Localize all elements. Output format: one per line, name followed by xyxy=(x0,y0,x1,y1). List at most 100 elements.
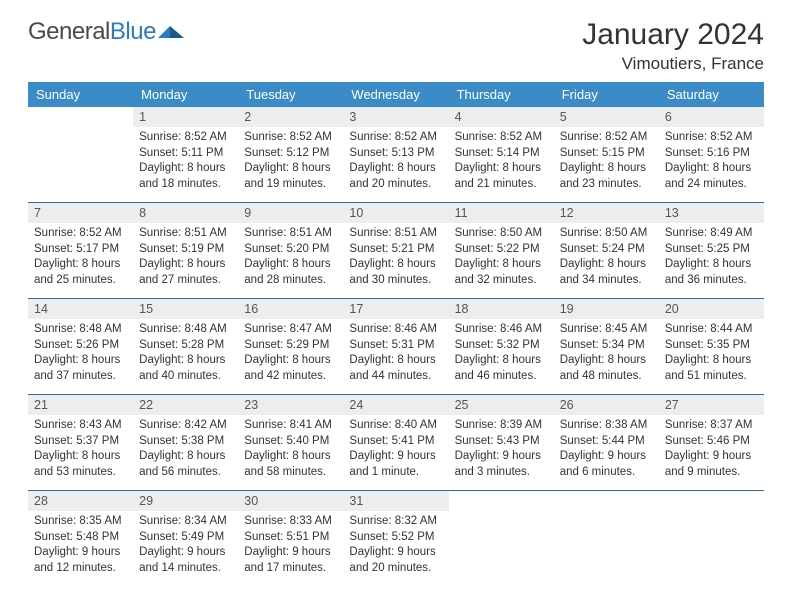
day-number: 3 xyxy=(343,107,448,127)
calendar-cell: 27Sunrise: 8:37 AMSunset: 5:46 PMDayligh… xyxy=(659,395,764,491)
location: Vimoutiers, France xyxy=(582,54,764,74)
day-number: 25 xyxy=(449,395,554,415)
day-body: Sunrise: 8:43 AMSunset: 5:37 PMDaylight:… xyxy=(28,415,133,490)
day-number: 16 xyxy=(238,299,343,319)
day-body: Sunrise: 8:37 AMSunset: 5:46 PMDaylight:… xyxy=(659,415,764,490)
dayname-header: Monday xyxy=(133,82,238,107)
calendar-cell: 25Sunrise: 8:39 AMSunset: 5:43 PMDayligh… xyxy=(449,395,554,491)
calendar-cell: 10Sunrise: 8:51 AMSunset: 5:21 PMDayligh… xyxy=(343,203,448,299)
calendar-cell: 28Sunrise: 8:35 AMSunset: 5:48 PMDayligh… xyxy=(28,491,133,587)
day-number: 1 xyxy=(133,107,238,127)
day-body: Sunrise: 8:32 AMSunset: 5:52 PMDaylight:… xyxy=(343,511,448,586)
day-body: Sunrise: 8:52 AMSunset: 5:11 PMDaylight:… xyxy=(133,127,238,202)
day-number: 2 xyxy=(238,107,343,127)
day-body: Sunrise: 8:39 AMSunset: 5:43 PMDaylight:… xyxy=(449,415,554,490)
day-number: 13 xyxy=(659,203,764,223)
day-number: 28 xyxy=(28,491,133,511)
day-body: Sunrise: 8:47 AMSunset: 5:29 PMDaylight:… xyxy=(238,319,343,394)
day-body: Sunrise: 8:50 AMSunset: 5:22 PMDaylight:… xyxy=(449,223,554,298)
day-number: 11 xyxy=(449,203,554,223)
day-number: 22 xyxy=(133,395,238,415)
day-number: 5 xyxy=(554,107,659,127)
dayname-header: Wednesday xyxy=(343,82,448,107)
day-body: Sunrise: 8:44 AMSunset: 5:35 PMDaylight:… xyxy=(659,319,764,394)
day-number: 26 xyxy=(554,395,659,415)
day-body: Sunrise: 8:46 AMSunset: 5:31 PMDaylight:… xyxy=(343,319,448,394)
calendar-cell: 19Sunrise: 8:45 AMSunset: 5:34 PMDayligh… xyxy=(554,299,659,395)
day-number: 15 xyxy=(133,299,238,319)
calendar-cell xyxy=(554,491,659,587)
calendar-cell: 9Sunrise: 8:51 AMSunset: 5:20 PMDaylight… xyxy=(238,203,343,299)
calendar-cell: 26Sunrise: 8:38 AMSunset: 5:44 PMDayligh… xyxy=(554,395,659,491)
day-number: 14 xyxy=(28,299,133,319)
calendar-cell xyxy=(28,107,133,203)
day-body: Sunrise: 8:52 AMSunset: 5:15 PMDaylight:… xyxy=(554,127,659,202)
dayname-header: Saturday xyxy=(659,82,764,107)
calendar-cell xyxy=(659,491,764,587)
day-number: 24 xyxy=(343,395,448,415)
calendar-cell: 6Sunrise: 8:52 AMSunset: 5:16 PMDaylight… xyxy=(659,107,764,203)
day-body: Sunrise: 8:52 AMSunset: 5:13 PMDaylight:… xyxy=(343,127,448,202)
calendar-cell: 15Sunrise: 8:48 AMSunset: 5:28 PMDayligh… xyxy=(133,299,238,395)
day-body: Sunrise: 8:50 AMSunset: 5:24 PMDaylight:… xyxy=(554,223,659,298)
day-number: 21 xyxy=(28,395,133,415)
calendar-cell: 11Sunrise: 8:50 AMSunset: 5:22 PMDayligh… xyxy=(449,203,554,299)
day-body: Sunrise: 8:48 AMSunset: 5:28 PMDaylight:… xyxy=(133,319,238,394)
day-number: 19 xyxy=(554,299,659,319)
day-body: Sunrise: 8:46 AMSunset: 5:32 PMDaylight:… xyxy=(449,319,554,394)
day-number: 12 xyxy=(554,203,659,223)
calendar-cell: 16Sunrise: 8:47 AMSunset: 5:29 PMDayligh… xyxy=(238,299,343,395)
day-number: 20 xyxy=(659,299,764,319)
calendar-cell: 12Sunrise: 8:50 AMSunset: 5:24 PMDayligh… xyxy=(554,203,659,299)
day-body: Sunrise: 8:52 AMSunset: 5:17 PMDaylight:… xyxy=(28,223,133,298)
day-number: 10 xyxy=(343,203,448,223)
calendar-cell: 5Sunrise: 8:52 AMSunset: 5:15 PMDaylight… xyxy=(554,107,659,203)
day-body: Sunrise: 8:51 AMSunset: 5:20 PMDaylight:… xyxy=(238,223,343,298)
calendar-cell: 14Sunrise: 8:48 AMSunset: 5:26 PMDayligh… xyxy=(28,299,133,395)
logo: GeneralBlue xyxy=(28,18,184,46)
day-body: Sunrise: 8:35 AMSunset: 5:48 PMDaylight:… xyxy=(28,511,133,586)
day-body: Sunrise: 8:52 AMSunset: 5:14 PMDaylight:… xyxy=(449,127,554,202)
dayname-header: Sunday xyxy=(28,82,133,107)
calendar-cell: 4Sunrise: 8:52 AMSunset: 5:14 PMDaylight… xyxy=(449,107,554,203)
logo-mark-icon xyxy=(158,22,184,42)
dayname-header: Tuesday xyxy=(238,82,343,107)
calendar-cell: 29Sunrise: 8:34 AMSunset: 5:49 PMDayligh… xyxy=(133,491,238,587)
day-body: Sunrise: 8:33 AMSunset: 5:51 PMDaylight:… xyxy=(238,511,343,586)
calendar-cell: 8Sunrise: 8:51 AMSunset: 5:19 PMDaylight… xyxy=(133,203,238,299)
calendar-cell: 23Sunrise: 8:41 AMSunset: 5:40 PMDayligh… xyxy=(238,395,343,491)
calendar-cell: 24Sunrise: 8:40 AMSunset: 5:41 PMDayligh… xyxy=(343,395,448,491)
day-body: Sunrise: 8:41 AMSunset: 5:40 PMDaylight:… xyxy=(238,415,343,490)
calendar-cell: 18Sunrise: 8:46 AMSunset: 5:32 PMDayligh… xyxy=(449,299,554,395)
day-body: Sunrise: 8:45 AMSunset: 5:34 PMDaylight:… xyxy=(554,319,659,394)
dayname-header: Thursday xyxy=(449,82,554,107)
calendar-cell: 7Sunrise: 8:52 AMSunset: 5:17 PMDaylight… xyxy=(28,203,133,299)
day-body: Sunrise: 8:48 AMSunset: 5:26 PMDaylight:… xyxy=(28,319,133,394)
calendar-cell: 20Sunrise: 8:44 AMSunset: 5:35 PMDayligh… xyxy=(659,299,764,395)
day-number: 9 xyxy=(238,203,343,223)
calendar-cell xyxy=(449,491,554,587)
day-body: Sunrise: 8:52 AMSunset: 5:12 PMDaylight:… xyxy=(238,127,343,202)
calendar-cell: 21Sunrise: 8:43 AMSunset: 5:37 PMDayligh… xyxy=(28,395,133,491)
day-body: Sunrise: 8:34 AMSunset: 5:49 PMDaylight:… xyxy=(133,511,238,586)
day-number: 17 xyxy=(343,299,448,319)
day-number: 23 xyxy=(238,395,343,415)
day-body: Sunrise: 8:52 AMSunset: 5:16 PMDaylight:… xyxy=(659,127,764,202)
day-body: Sunrise: 8:49 AMSunset: 5:25 PMDaylight:… xyxy=(659,223,764,298)
day-number: 29 xyxy=(133,491,238,511)
calendar-cell: 30Sunrise: 8:33 AMSunset: 5:51 PMDayligh… xyxy=(238,491,343,587)
calendar-cell: 22Sunrise: 8:42 AMSunset: 5:38 PMDayligh… xyxy=(133,395,238,491)
day-number: 8 xyxy=(133,203,238,223)
logo-text: GeneralBlue xyxy=(28,18,156,46)
day-number: 6 xyxy=(659,107,764,127)
day-body: Sunrise: 8:38 AMSunset: 5:44 PMDaylight:… xyxy=(554,415,659,490)
day-body: Sunrise: 8:40 AMSunset: 5:41 PMDaylight:… xyxy=(343,415,448,490)
calendar-cell: 31Sunrise: 8:32 AMSunset: 5:52 PMDayligh… xyxy=(343,491,448,587)
day-number: 4 xyxy=(449,107,554,127)
day-body: Sunrise: 8:42 AMSunset: 5:38 PMDaylight:… xyxy=(133,415,238,490)
calendar-cell: 3Sunrise: 8:52 AMSunset: 5:13 PMDaylight… xyxy=(343,107,448,203)
day-number: 18 xyxy=(449,299,554,319)
day-number: 31 xyxy=(343,491,448,511)
calendar-cell: 2Sunrise: 8:52 AMSunset: 5:12 PMDaylight… xyxy=(238,107,343,203)
calendar-table: SundayMondayTuesdayWednesdayThursdayFrid… xyxy=(28,82,764,586)
